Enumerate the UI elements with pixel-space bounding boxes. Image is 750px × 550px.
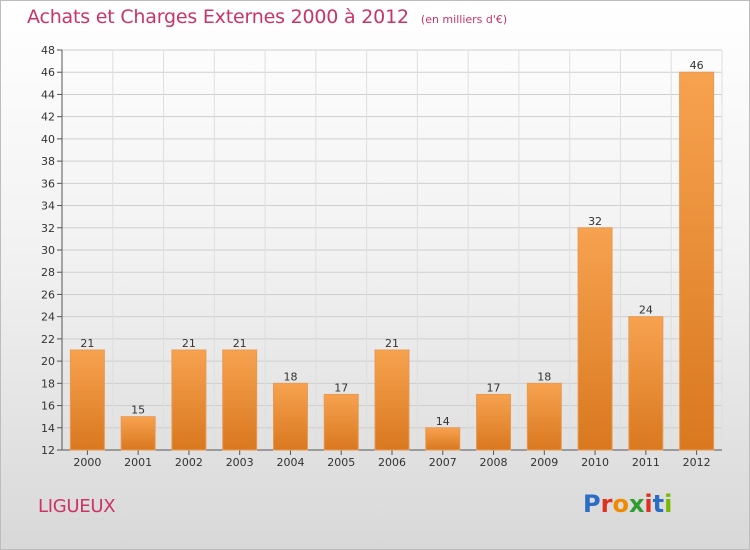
value-label: 14 [436, 415, 450, 428]
logo-letter: t [652, 490, 665, 518]
y-tick-label: 30 [41, 244, 55, 257]
value-label: 18 [537, 370, 551, 383]
bar [526, 382, 562, 451]
value-label: 17 [487, 381, 501, 394]
bar [69, 349, 105, 451]
y-tick-label: 36 [41, 177, 55, 190]
x-tick-label: 2009 [530, 456, 558, 469]
y-tick-label: 18 [41, 377, 55, 390]
bar [171, 349, 207, 451]
labels: 21 2000 15 2001 21 2002 21 2003 18 2004 17 2005 21 20… [73, 59, 710, 469]
bar [577, 227, 613, 451]
bar [272, 382, 308, 451]
logo-letter: i [644, 490, 653, 518]
bar [476, 393, 512, 451]
x-tick-label: 2010 [581, 456, 609, 469]
value-label: 17 [334, 381, 348, 394]
y-tick-label: 22 [41, 333, 55, 346]
chart-title: Achats et Charges Externes 2000 à 2012 (… [27, 6, 507, 28]
proxiti-logo: Proxiti [583, 490, 672, 518]
x-tick-label: 2005 [327, 456, 355, 469]
bar [222, 349, 258, 451]
x-tick-label: 2004 [276, 456, 304, 469]
x-tick-label: 2002 [175, 456, 203, 469]
value-label: 32 [588, 215, 602, 228]
y-tick-label: 26 [41, 288, 55, 301]
y-tick-label: 42 [41, 111, 55, 124]
logo-letter: r [600, 490, 613, 518]
value-label: 18 [283, 370, 297, 383]
logo-letter: P [583, 490, 601, 518]
chart-title-text: Achats et Charges Externes 2000 à 2012 [27, 6, 409, 28]
y-tick-label: 48 [41, 44, 55, 57]
y-tick-label: 20 [41, 355, 55, 368]
value-label: 21 [80, 337, 94, 350]
y-tick-label: 40 [41, 133, 55, 146]
value-label: 15 [131, 404, 145, 417]
bar [425, 427, 461, 451]
x-tick-label: 2001 [124, 456, 152, 469]
x-tick-label: 2000 [73, 456, 101, 469]
bar [628, 316, 664, 451]
y-tick-label: 12 [41, 444, 55, 457]
y-tick-label: 46 [41, 66, 55, 79]
value-label: 24 [639, 304, 653, 317]
value-label: 21 [182, 337, 196, 350]
x-tick-label: 2012 [683, 456, 711, 469]
y-tick-label: 34 [41, 200, 55, 213]
value-label: 21 [233, 337, 247, 350]
value-label: 46 [690, 59, 704, 72]
bar [679, 71, 715, 451]
y-tick-label: 14 [41, 422, 55, 435]
x-tick-label: 2006 [378, 456, 406, 469]
value-label: 21 [385, 337, 399, 350]
y-tick-label: 28 [41, 266, 55, 279]
y-tick-label: 24 [41, 311, 55, 324]
chart-unit: (en milliers d'€) [420, 13, 508, 26]
bar [374, 349, 410, 451]
commune-name: LIGUEUX [38, 496, 116, 517]
y-tick-label: 16 [41, 400, 55, 413]
y-tick-label: 32 [41, 222, 55, 235]
logo-letter: o [612, 490, 629, 518]
x-tick-label: 2003 [226, 456, 254, 469]
y-tick-label: 38 [41, 155, 55, 168]
x-tick-label: 2008 [480, 456, 508, 469]
bar [323, 393, 359, 451]
bar [120, 416, 156, 451]
x-tick-label: 2011 [632, 456, 660, 469]
logo-letter: x [628, 490, 645, 518]
logo-letter: i [664, 490, 673, 518]
x-tick-label: 2007 [429, 456, 457, 469]
bars [69, 71, 715, 451]
y-tick-label: 44 [41, 88, 55, 101]
